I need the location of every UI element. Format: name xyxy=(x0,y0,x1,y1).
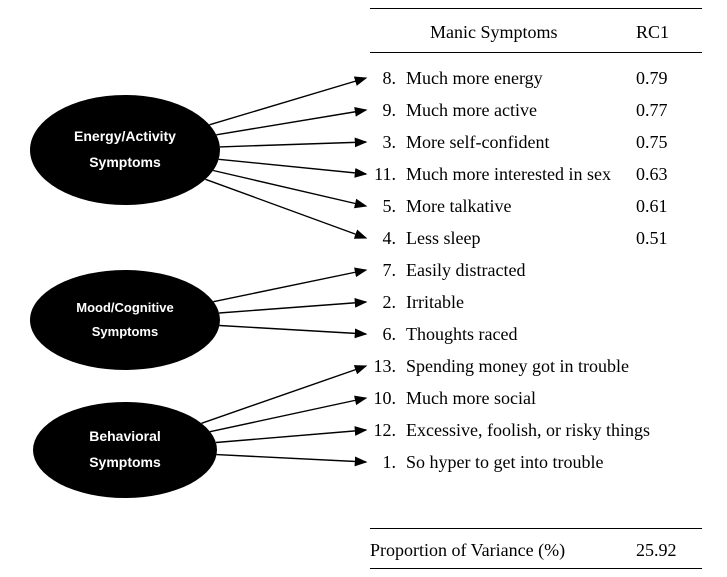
item-number: 6. xyxy=(370,324,398,345)
arrow-line xyxy=(219,302,366,313)
item-text: Much more energy xyxy=(398,68,543,89)
diagram-canvas: Manic Symptoms RC1 Proportion of Varianc… xyxy=(0,0,727,577)
arrow-line xyxy=(205,179,366,238)
group-ellipse: Energy/Activity Symptoms xyxy=(30,95,220,205)
item-text: Much more interested in sex xyxy=(398,164,611,185)
item-text: Much more active xyxy=(398,100,537,121)
table-row: 2.Irritable xyxy=(370,292,464,313)
item-text: Irritable xyxy=(398,292,464,313)
item-number: 4. xyxy=(370,228,398,249)
item-text: So hyper to get into trouble xyxy=(398,452,603,473)
arrow-line xyxy=(213,270,366,302)
table-row: 11.Much more interested in sex xyxy=(370,164,611,185)
table-row: 3.More self-confident xyxy=(370,132,549,153)
table-row: 7.Easily distracted xyxy=(370,260,525,281)
table-row: 6.Thoughts raced xyxy=(370,324,517,345)
footer-label-text: Proportion of Variance (%) xyxy=(370,540,565,560)
table-row: 4.Less sleep xyxy=(370,228,480,249)
table-row: 13.Spending money got in trouble xyxy=(370,356,629,377)
rc-value: 0.63 xyxy=(636,164,668,185)
item-number: 1. xyxy=(370,452,398,473)
rule-header xyxy=(370,52,702,53)
arrow-line xyxy=(216,110,366,135)
footer-value: 25.92 xyxy=(636,540,677,561)
item-number: 11. xyxy=(370,164,398,185)
item-text: Much more social xyxy=(398,388,536,409)
group-label-line2: Symptoms xyxy=(89,453,161,473)
arrow-line xyxy=(202,366,367,423)
rc-value: 0.61 xyxy=(636,196,668,217)
rule-footer-bottom xyxy=(370,568,702,569)
arrow-line xyxy=(219,159,366,174)
item-number: 10. xyxy=(370,388,398,409)
table-row: 5.More talkative xyxy=(370,196,511,217)
item-text: Easily distracted xyxy=(398,260,525,281)
column-header-symptoms: Manic Symptoms xyxy=(430,22,558,43)
group-label-line1: Energy/Activity xyxy=(74,127,176,147)
table-row: 10.Much more social xyxy=(370,388,536,409)
item-number: 3. xyxy=(370,132,398,153)
rule-top xyxy=(370,8,702,9)
arrow-line xyxy=(216,430,366,443)
item-number: 12. xyxy=(370,420,398,441)
group-label-line1: Mood/Cognitive xyxy=(76,299,174,317)
item-number: 7. xyxy=(370,260,398,281)
arrow-line xyxy=(210,398,366,432)
header-col2-text: RC1 xyxy=(636,22,669,43)
item-text: Thoughts raced xyxy=(398,324,517,345)
column-header-rc1: RC1 xyxy=(636,22,669,43)
rc-value: 0.79 xyxy=(636,68,668,89)
group-ellipse: Behavioral Symptoms xyxy=(33,402,217,498)
table-row: 9.Much more active xyxy=(370,100,537,121)
footer-value-text: 25.92 xyxy=(636,540,677,560)
item-text: More self-confident xyxy=(398,132,549,153)
item-number: 8. xyxy=(370,68,398,89)
item-number: 2. xyxy=(370,292,398,313)
group-ellipse: Mood/Cognitive Symptoms xyxy=(30,270,220,370)
item-number: 13. xyxy=(370,356,398,377)
group-label-line2: Symptoms xyxy=(92,323,158,341)
table-row: 12.Excessive, foolish, or risky things xyxy=(370,420,650,441)
group-label-line1: Behavioral xyxy=(89,427,161,447)
group-label-line2: Symptoms xyxy=(89,153,161,173)
arrow-line xyxy=(209,78,366,125)
rule-footer-top xyxy=(370,528,702,529)
arrow-line xyxy=(213,171,366,207)
arrow-line xyxy=(219,326,366,335)
arrow-line xyxy=(217,455,366,462)
item-number: 9. xyxy=(370,100,398,121)
arrow-line xyxy=(220,142,366,147)
table-row: 8.Much more energy xyxy=(370,68,543,89)
rc-value: 0.75 xyxy=(636,132,668,153)
header-col1-text: Manic Symptoms xyxy=(430,22,558,43)
item-number: 5. xyxy=(370,196,398,217)
rc-value: 0.77 xyxy=(636,100,668,121)
item-text: More talkative xyxy=(398,196,511,217)
footer-label: Proportion of Variance (%) xyxy=(370,540,565,561)
item-text: Excessive, foolish, or risky things xyxy=(398,420,650,441)
item-text: Less sleep xyxy=(398,228,480,249)
rc-value: 0.51 xyxy=(636,228,668,249)
item-text: Spending money got in trouble xyxy=(398,356,629,377)
table-row: 1.So hyper to get into trouble xyxy=(370,452,603,473)
